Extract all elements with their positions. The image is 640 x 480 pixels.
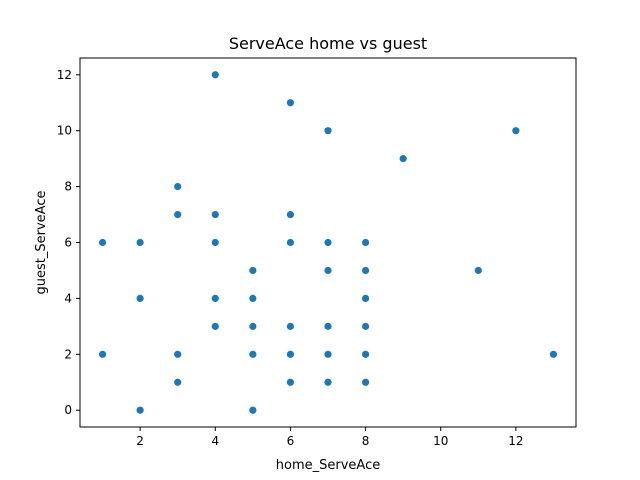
x-tick-label: 8 (362, 434, 370, 448)
data-point (474, 266, 482, 275)
y-tick-label: 12 (57, 68, 72, 82)
chart-title: ServeAce home vs guest (229, 34, 427, 53)
data-point (249, 294, 257, 303)
data-point (324, 378, 332, 386)
data-point (98, 238, 107, 247)
data-point (98, 350, 107, 358)
data-point (361, 322, 370, 330)
data-point (249, 406, 257, 414)
data-point (549, 350, 558, 358)
data-point (399, 155, 407, 163)
data-point (286, 99, 295, 107)
data-point (324, 127, 332, 135)
data-point (361, 294, 370, 303)
data-point (324, 350, 332, 358)
x-tick-label: 6 (287, 434, 295, 448)
data-point (174, 210, 182, 219)
y-tick-label: 2 (64, 347, 72, 361)
x-axis-ticks: 2 4 6 8 10 12 (136, 427, 524, 448)
data-points (98, 71, 558, 414)
plot-area: 2 4 6 8 10 12 0 2 4 6 8 10 12 (57, 57, 577, 448)
data-point (324, 266, 332, 275)
y-tick-label: 10 (57, 124, 72, 138)
data-point (512, 127, 520, 135)
data-point (174, 378, 182, 386)
data-point (324, 322, 332, 330)
data-point (286, 378, 295, 386)
data-point (136, 238, 144, 247)
data-point (286, 210, 295, 219)
y-tick-label: 4 (64, 291, 72, 305)
y-axis-label: guest_ServeAce (34, 191, 49, 295)
data-point (361, 350, 370, 358)
y-tick-label: 8 (64, 180, 72, 194)
data-point (361, 266, 370, 275)
data-point (286, 350, 295, 358)
x-axis-label: home_ServeAce (276, 458, 380, 473)
data-point (249, 322, 257, 330)
data-point (211, 322, 219, 330)
data-point (136, 406, 144, 414)
y-tick-label: 6 (64, 236, 72, 250)
data-point (361, 238, 370, 247)
x-tick-label: 4 (211, 434, 219, 448)
data-point (174, 350, 182, 358)
data-point (361, 378, 370, 386)
x-tick-label: 10 (433, 434, 448, 448)
data-point (286, 238, 295, 247)
data-point (174, 182, 182, 191)
data-point (211, 294, 219, 303)
data-point (324, 238, 332, 247)
data-point (211, 238, 219, 247)
data-point (249, 350, 257, 358)
y-tick-label: 0 (64, 403, 72, 417)
y-axis-ticks: 0 2 4 6 8 10 12 (57, 68, 80, 417)
data-point (211, 210, 219, 219)
data-point (286, 322, 295, 330)
data-point (136, 294, 144, 303)
x-tick-label: 2 (136, 434, 144, 448)
data-point (249, 266, 257, 275)
data-point (211, 71, 219, 79)
x-tick-label: 12 (508, 434, 523, 448)
